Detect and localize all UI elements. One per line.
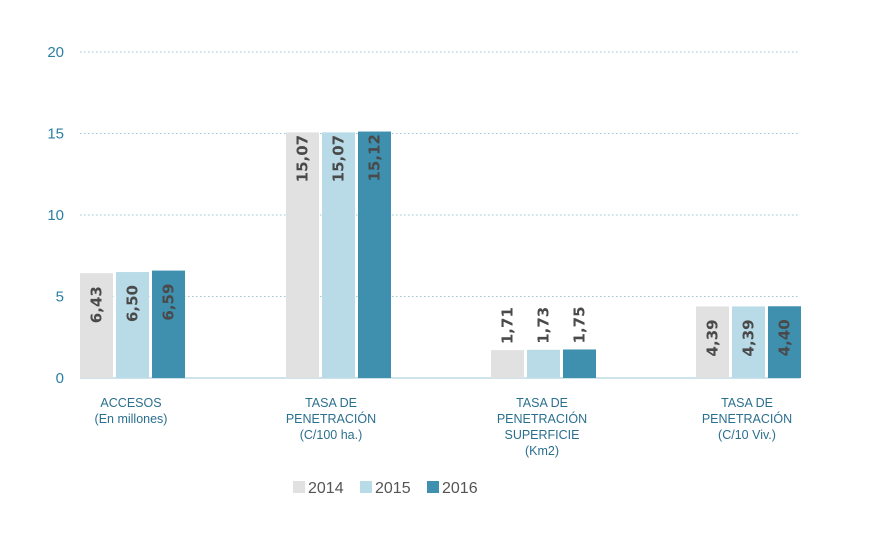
bar-labels: 6,43 15,07 1,71 4,39 6,50 15,07 1,73 4,39 6,59 15… — [88, 134, 794, 356]
legend-item: 2015 — [360, 480, 411, 497]
bar-value-label: 1,71 — [499, 307, 517, 344]
bar-value-label: 1,75 — [571, 306, 589, 343]
bar — [732, 306, 765, 378]
legend-swatch — [360, 481, 372, 493]
bar-value-label: 4,39 — [704, 319, 722, 356]
y-tick-label: 10 — [47, 207, 64, 224]
bar-value-label: 6,43 — [88, 286, 106, 323]
bar — [286, 132, 319, 378]
legend-item: 2016 — [427, 480, 478, 497]
bar-value-label: 1,73 — [535, 307, 553, 344]
y-tick-label: 15 — [47, 126, 64, 143]
x-category-label: ACCESOS (En millones) — [95, 396, 168, 426]
bar-value-label: 6,50 — [124, 285, 142, 322]
bar-value-label: 6,59 — [160, 284, 178, 321]
bar — [116, 272, 149, 378]
legend: 2014 2015 2016 — [293, 480, 478, 497]
bar — [152, 270, 185, 378]
bar — [527, 349, 560, 378]
bar — [768, 306, 801, 378]
bar — [80, 273, 113, 378]
x-axis-categories: ACCESOS (En millones) TASA DE PENETRACIÓN (C… — [95, 396, 793, 458]
bar-value-label: 15,07 — [294, 135, 312, 182]
y-tick-label: 0 — [56, 370, 64, 387]
y-axis: 0 5 10 15 20 — [47, 44, 64, 387]
x-category-label: TASA DE PENETRACIÓN (C/10 Viv.) — [702, 396, 792, 442]
x-category-label: TASA DE PENETRACIÓN (C/100 ha.) — [286, 396, 376, 442]
legend-label: 2014 — [308, 480, 344, 497]
bar — [563, 349, 596, 378]
legend-item: 2014 — [293, 480, 344, 497]
x-category-label: TASA DE PENETRACIÓN SUPERFICIE (Km2) — [497, 396, 587, 458]
legend-swatch — [427, 481, 439, 493]
bar — [491, 350, 524, 378]
bar — [322, 132, 355, 378]
legend-label: 2016 — [442, 480, 478, 497]
bar-value-label: 15,07 — [330, 135, 348, 182]
bar-value-label: 15,12 — [366, 134, 384, 181]
y-tick-label: 20 — [47, 44, 64, 61]
legend-label: 2015 — [375, 480, 411, 497]
bar — [696, 306, 729, 378]
bar-value-label: 4,40 — [776, 319, 794, 356]
legend-swatch — [293, 481, 305, 493]
bar-value-label: 4,39 — [740, 319, 758, 356]
y-tick-label: 5 — [56, 289, 64, 306]
gridlines — [80, 51, 800, 379]
bar — [358, 131, 391, 378]
bars — [80, 131, 801, 378]
